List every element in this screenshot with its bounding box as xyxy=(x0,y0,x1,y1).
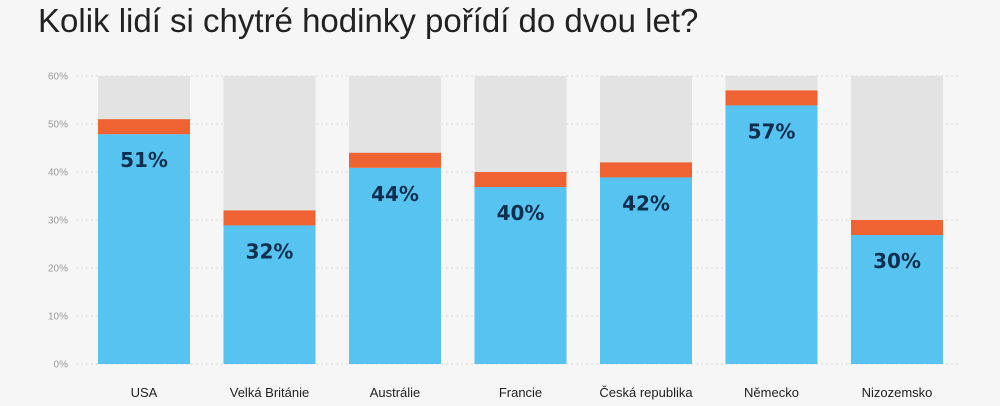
data-label: 44% xyxy=(371,182,419,206)
bar xyxy=(223,225,316,364)
bar xyxy=(600,177,692,364)
bar xyxy=(98,134,190,364)
y-tick-label: 10% xyxy=(48,312,68,323)
bar-cap xyxy=(349,152,441,168)
data-label: 32% xyxy=(246,239,294,263)
y-tick-label: 20% xyxy=(48,264,68,275)
bar-cap xyxy=(223,210,316,226)
y-tick-label: 0% xyxy=(54,360,69,371)
bar-cap xyxy=(851,220,943,235)
bar xyxy=(725,105,818,365)
data-label: 57% xyxy=(748,119,796,143)
chart-title: Kolik lidí si chytré hodinky pořídí do d… xyxy=(38,2,699,39)
x-tick-label: Nizozemsko xyxy=(862,385,933,400)
x-tick-label: Německo xyxy=(744,385,799,400)
y-tick-label: 30% xyxy=(48,216,68,227)
bar xyxy=(349,167,441,364)
bar-cap xyxy=(725,90,818,106)
data-label: 40% xyxy=(497,201,545,225)
y-tick-label: 60% xyxy=(48,72,68,83)
bar-cap xyxy=(600,162,692,178)
x-tick-label: Austrálie xyxy=(370,385,421,400)
x-tick-label: Česká republika xyxy=(599,385,693,400)
x-tick-label: USA xyxy=(131,385,158,400)
y-tick-label: 50% xyxy=(48,120,68,131)
bar-cap xyxy=(98,119,190,135)
bar-layer: 51% 32% 44% 40% 42% 57% 30% xyxy=(98,76,943,365)
data-label: 51% xyxy=(120,148,168,172)
bar xyxy=(474,187,567,364)
data-label: 30% xyxy=(873,249,921,273)
data-label: 42% xyxy=(622,191,670,215)
axis-layer: 0% 10% 20% 30% 40% 50% 60% USA Velká Británie Aus… xyxy=(48,72,932,401)
bar xyxy=(851,235,943,364)
y-tick-label: 40% xyxy=(48,168,68,179)
x-tick-label: Velká Británie xyxy=(230,385,310,400)
x-tick-label: Francie xyxy=(499,385,542,400)
bar-cap xyxy=(474,172,567,187)
